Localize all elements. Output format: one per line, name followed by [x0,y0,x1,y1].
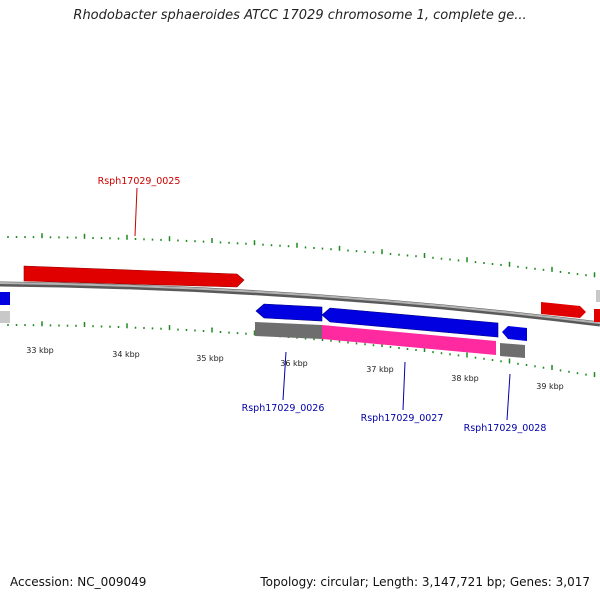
gene-label-0027[interactable]: Rsph17029_0027 [361,413,444,424]
scale-label-34: 34 kbp [112,350,140,359]
feature-rsph17029-0026[interactable] [255,322,322,339]
gene-left-edge-gray[interactable] [0,311,10,323]
callout-line-0026 [282,351,287,401]
genome-summary-text: Topology: circular; Length: 3,147,721 bp… [260,575,590,589]
map-title: Rhodobacter sphaeroides ATCC 17029 chrom… [73,8,527,23]
gene-right-forward[interactable] [541,302,586,318]
gene-right-edge-red[interactable] [594,309,600,322]
feature-rsph17029-0028[interactable] [500,343,525,358]
callout-line-0028 [506,373,511,421]
callout-line-0027 [402,361,406,411]
gene-rsph17029-0028[interactable] [502,326,527,341]
scale-label-36: 36 kbp [280,359,308,368]
gene-left-edge-blue[interactable] [0,292,10,305]
gene-label-0026[interactable]: Rsph17029_0026 [242,403,325,414]
accession-text: Accession: NC_009049 [10,575,147,589]
scale-label-37: 37 kbp [366,365,394,374]
gene-rsph17029-0027[interactable] [321,307,499,338]
scale-label-33: 33 kbp [26,346,54,355]
callout-line-0025 [134,187,138,237]
tick-row-top [7,233,596,278]
gene-label-0028[interactable]: Rsph17029_0028 [464,423,547,434]
gene-right-edge-gray[interactable] [596,290,600,302]
gene-label-0025[interactable]: Rsph17029_0025 [98,176,181,187]
rna-rsph17029-0027[interactable] [322,325,496,355]
chromosome-backbone [0,281,600,327]
scale-label-35: 35 kbp [196,354,224,363]
gene-rsph17029-0025[interactable] [23,265,245,288]
scale-label-39: 39 kbp [536,382,564,391]
scale-label-38: 38 kbp [451,374,479,383]
chromosome-backbone-highlight [0,282,600,324]
gene-rsph17029-0026[interactable] [255,303,323,322]
